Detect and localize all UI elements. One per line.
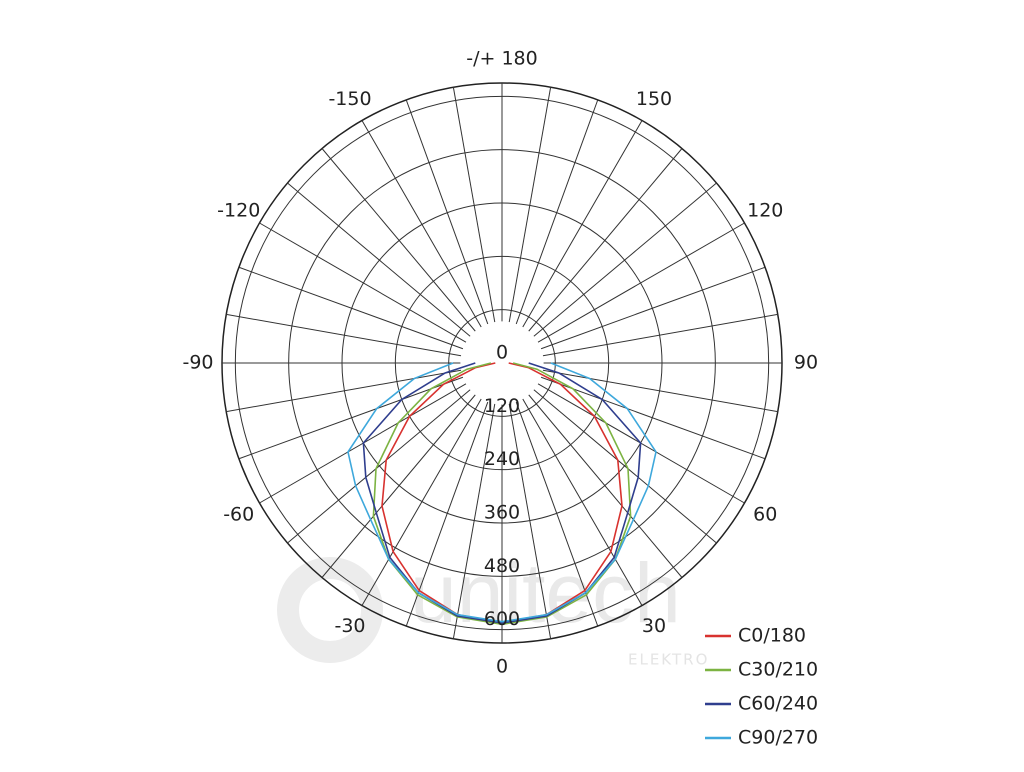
spoke	[361, 398, 482, 606]
curve	[347, 362, 657, 623]
legend-label: C60/240	[738, 693, 818, 715]
r-tick-label: 240	[484, 448, 520, 470]
spoke	[515, 99, 599, 325]
r-tick-label: 120	[484, 395, 520, 417]
spoke	[405, 401, 489, 627]
angle-tick-label: -120	[217, 200, 260, 222]
legend-label: C0/180	[738, 625, 806, 647]
spoke	[508, 403, 552, 639]
spoke	[321, 148, 476, 332]
r-tick-label: 600	[484, 608, 520, 630]
spoke	[321, 394, 476, 578]
spoke	[238, 266, 464, 350]
spoke	[452, 87, 496, 323]
watermark-brand: unitech	[410, 546, 681, 640]
angle-tick-label: 90	[794, 352, 818, 374]
r-tick-label: 0	[496, 342, 508, 364]
spoke	[405, 99, 489, 325]
angle-tick-label: 150	[636, 88, 672, 110]
spoke	[287, 389, 471, 544]
angle-tick-label: 30	[642, 615, 666, 637]
angle-tick-label: -/+ 180	[466, 48, 537, 70]
legend: C0/180 C30/210 C60/240 C90/270	[705, 625, 818, 749]
spoke	[528, 148, 683, 332]
spoke	[540, 376, 766, 460]
spoke	[508, 87, 552, 323]
spoke	[226, 313, 462, 357]
watermark-logo	[277, 557, 383, 663]
angle-tick-label: 0	[496, 656, 508, 678]
watermark: unitech ELEKTRO	[277, 546, 709, 669]
spoke	[528, 394, 683, 578]
spoke	[287, 182, 471, 337]
labels: 0 120 240 360 480 600 -/+ 180 150 120 90 60 30 0 -30 -…	[182, 48, 818, 678]
spoke	[238, 376, 464, 460]
angle-tick-label: 120	[747, 200, 783, 222]
r-tick-label: 360	[484, 502, 520, 524]
spoke	[361, 120, 482, 328]
curves	[347, 362, 657, 626]
spoke	[542, 313, 778, 357]
spoke	[537, 222, 745, 343]
legend-label: C30/210	[738, 659, 818, 681]
legend-label: C90/270	[738, 727, 818, 749]
spoke	[226, 369, 462, 413]
angle-tick-label: -30	[334, 615, 365, 637]
spoke	[522, 120, 643, 328]
spoke	[533, 182, 717, 337]
spoke	[542, 369, 778, 413]
watermark-sub: ELEKTRO	[628, 651, 709, 669]
spoke	[522, 398, 643, 606]
curve	[362, 362, 642, 624]
angle-tick-label: 60	[753, 504, 777, 526]
angle-tick-label: -60	[223, 504, 254, 526]
spoke	[533, 389, 717, 544]
spoke	[259, 222, 467, 343]
polar-grid	[221, 82, 783, 644]
spoke	[540, 266, 766, 350]
r-tick-label: 480	[484, 555, 520, 577]
spoke	[515, 401, 599, 627]
spoke	[452, 403, 496, 639]
curve	[372, 362, 632, 626]
angle-tick-label: -90	[182, 352, 213, 374]
angle-tick-label: -150	[328, 88, 371, 110]
